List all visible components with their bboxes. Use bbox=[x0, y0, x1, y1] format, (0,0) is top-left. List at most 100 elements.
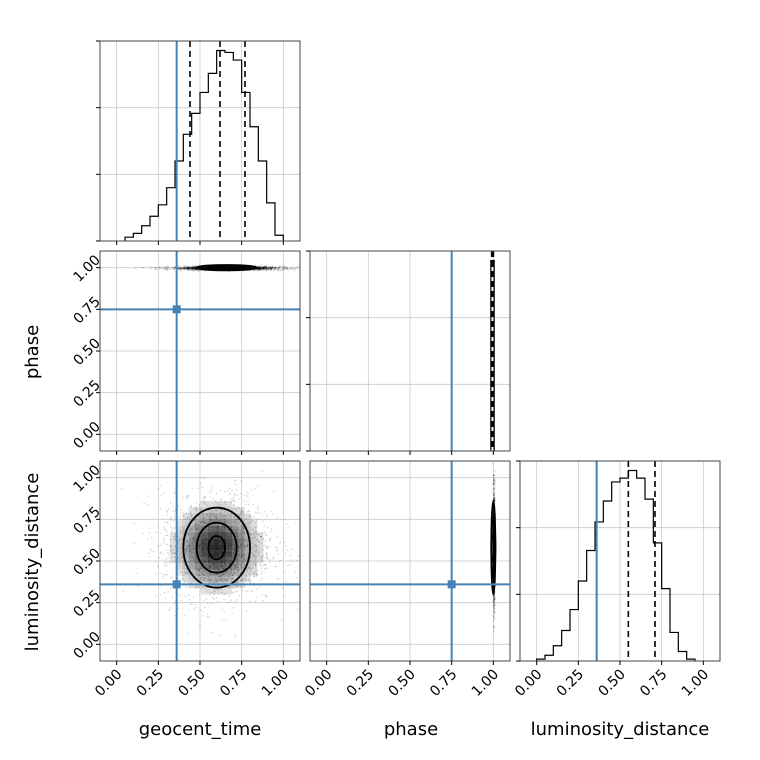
sample-point bbox=[266, 555, 268, 558]
density-cell bbox=[254, 268, 261, 270]
sample-point bbox=[198, 569, 200, 571]
sample-point bbox=[493, 625, 495, 627]
sample-point bbox=[177, 579, 180, 581]
sample-point bbox=[494, 596, 496, 599]
sample-point bbox=[202, 496, 205, 499]
sample-point bbox=[493, 499, 495, 501]
sample-point bbox=[188, 266, 190, 268]
sample-point bbox=[493, 512, 495, 514]
sample-point bbox=[233, 572, 235, 574]
sample-point bbox=[184, 268, 186, 270]
sample-point bbox=[493, 597, 495, 599]
sample-point bbox=[255, 563, 257, 566]
sample-point bbox=[195, 267, 197, 270]
sample-point bbox=[204, 266, 206, 268]
sample-point bbox=[202, 512, 204, 515]
sample-point bbox=[195, 502, 198, 504]
sample-point bbox=[198, 504, 201, 506]
sample-point bbox=[213, 570, 215, 573]
sample-point bbox=[240, 567, 243, 569]
sample-point bbox=[296, 559, 298, 561]
sample-point bbox=[237, 546, 240, 548]
sample-point bbox=[295, 577, 298, 579]
sample-point bbox=[257, 266, 260, 269]
sample-point bbox=[190, 516, 193, 518]
sample-point bbox=[273, 268, 276, 270]
sample-point bbox=[297, 555, 299, 557]
sample-point bbox=[261, 268, 263, 270]
sample-point bbox=[269, 561, 271, 563]
sample-point bbox=[274, 267, 276, 269]
density-cell bbox=[192, 267, 199, 269]
sample-point bbox=[262, 267, 265, 269]
sample-point bbox=[257, 269, 260, 271]
sample-point bbox=[154, 595, 157, 598]
sample-point bbox=[195, 521, 197, 524]
sample-point bbox=[233, 529, 235, 531]
sample-point bbox=[187, 494, 190, 497]
sample-point bbox=[208, 509, 210, 512]
sample-point bbox=[241, 555, 244, 557]
sample-point bbox=[210, 489, 212, 491]
sample-point bbox=[256, 549, 259, 552]
sample-point bbox=[328, 268, 329, 269]
sample-point bbox=[261, 542, 263, 545]
sample-point bbox=[178, 543, 180, 545]
sample-point bbox=[492, 508, 495, 511]
sample-point bbox=[230, 502, 232, 504]
sample-point bbox=[188, 267, 190, 270]
sample-point bbox=[493, 498, 495, 500]
sample-point bbox=[491, 533, 494, 535]
density-cell bbox=[186, 268, 193, 270]
sample-point bbox=[193, 268, 195, 270]
sample-point bbox=[171, 596, 174, 598]
sample-point bbox=[241, 579, 244, 582]
sample-point bbox=[187, 267, 190, 269]
sample-point bbox=[195, 265, 198, 268]
sample-point bbox=[164, 528, 166, 530]
sample-point bbox=[261, 573, 263, 575]
density-cell bbox=[493, 575, 495, 582]
density-cell bbox=[492, 507, 494, 514]
sample-point bbox=[181, 556, 183, 558]
density-cell bbox=[492, 575, 494, 582]
sample-point bbox=[202, 611, 204, 613]
sample-point bbox=[493, 613, 496, 615]
sample-point bbox=[266, 526, 269, 528]
sample-point bbox=[264, 534, 267, 536]
sample-point bbox=[248, 573, 250, 576]
sample-point bbox=[258, 267, 260, 269]
sample-point bbox=[196, 269, 199, 271]
density-cell bbox=[198, 267, 205, 269]
sample-point bbox=[154, 268, 156, 271]
sample-point bbox=[273, 490, 275, 492]
sample-point bbox=[492, 561, 494, 563]
sample-point bbox=[186, 268, 188, 270]
sample-point bbox=[225, 503, 227, 506]
sample-point bbox=[277, 268, 279, 270]
sample-point bbox=[192, 268, 195, 271]
sample-point bbox=[493, 474, 495, 476]
sample-point bbox=[267, 558, 269, 560]
sample-point bbox=[250, 489, 253, 491]
hist-panel-geocent_time bbox=[96, 40, 301, 245]
sample-point bbox=[187, 269, 189, 271]
sample-point bbox=[183, 571, 186, 573]
sample-point bbox=[197, 269, 199, 271]
sample-point bbox=[228, 266, 230, 268]
sample-point bbox=[241, 542, 244, 545]
sample-point bbox=[181, 538, 184, 540]
sample-point bbox=[494, 486, 496, 488]
sample-point bbox=[182, 511, 185, 513]
y-tick-label: 0.25 bbox=[70, 377, 103, 410]
sample-point bbox=[221, 503, 224, 506]
sample-point bbox=[246, 266, 248, 268]
sample-point bbox=[257, 533, 259, 535]
sample-point bbox=[257, 266, 259, 269]
sample-point bbox=[244, 578, 246, 580]
sample-point bbox=[178, 266, 180, 269]
sample-point bbox=[252, 266, 255, 269]
sample-point bbox=[199, 503, 201, 505]
sample-point bbox=[186, 267, 188, 269]
sample-point bbox=[493, 490, 495, 492]
